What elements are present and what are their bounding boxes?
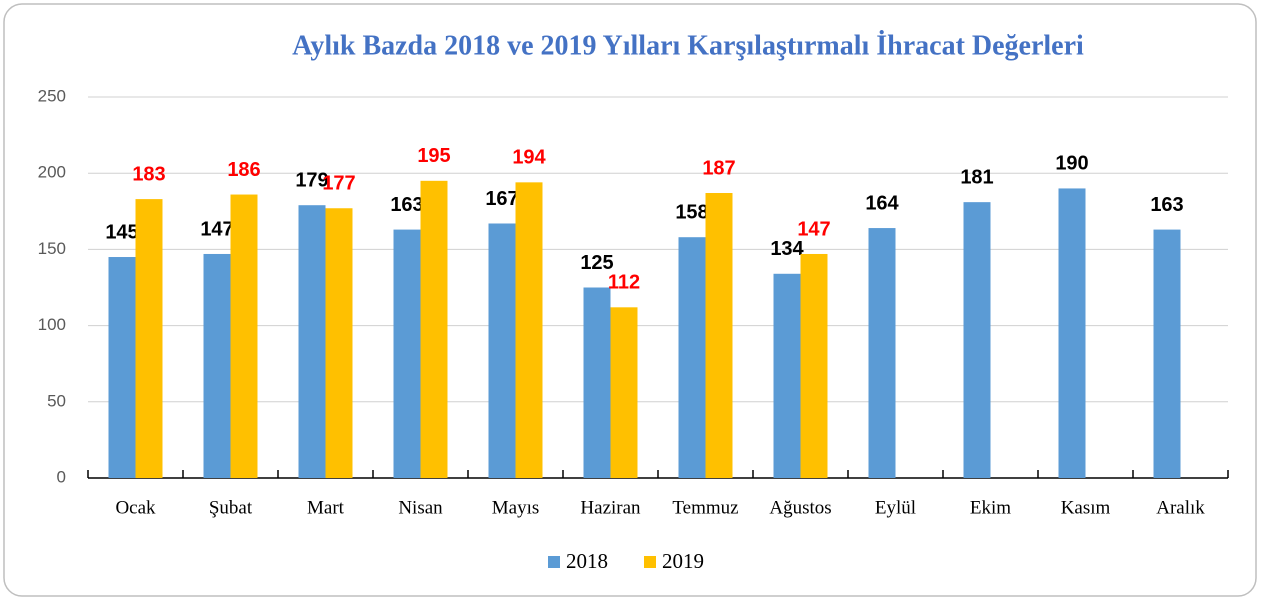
- x-tick-label: Aralık: [1156, 497, 1205, 518]
- bar: [108, 257, 136, 478]
- bar: [583, 287, 611, 478]
- data-label: 147: [797, 218, 830, 240]
- data-label: 145: [105, 221, 138, 243]
- bar: [298, 205, 326, 479]
- data-label: 112: [608, 272, 640, 294]
- y-tick-label: 200: [38, 163, 66, 182]
- bar: [230, 194, 258, 478]
- x-tick-label: Mayıs: [492, 497, 540, 518]
- bar: [393, 229, 421, 478]
- legend-swatch: [644, 556, 656, 568]
- data-label: 186: [227, 159, 260, 181]
- legend-label: 2019: [662, 549, 704, 573]
- data-label: 190: [1055, 153, 1088, 175]
- bar: [488, 223, 516, 478]
- bar: [705, 193, 733, 478]
- bar: [1153, 229, 1181, 478]
- data-label: 177: [322, 173, 355, 195]
- data-label: 187: [702, 157, 735, 179]
- y-tick-label: 100: [38, 315, 66, 334]
- bar: [963, 202, 991, 478]
- bar: [135, 199, 163, 478]
- data-label: 194: [512, 147, 546, 169]
- data-label: 195: [417, 145, 450, 167]
- bar: [800, 253, 828, 478]
- y-tick-label: 50: [47, 391, 66, 410]
- y-tick-label: 250: [38, 86, 66, 105]
- bar: [773, 273, 801, 478]
- x-tick-label: Temmuz: [672, 497, 738, 518]
- x-tick-label: Kasım: [1061, 497, 1111, 518]
- x-tick-label: Ağustos: [769, 497, 831, 518]
- legend-swatch: [548, 556, 560, 568]
- bar: [610, 307, 638, 478]
- chart-title: Aylık Bazda 2018 ve 2019 Yılları Karşıla…: [292, 30, 1084, 61]
- data-label: 183: [132, 163, 165, 185]
- x-tick-label: Eylül: [875, 497, 916, 518]
- data-label: 181: [960, 166, 993, 188]
- x-tick-label: Mart: [307, 497, 345, 518]
- data-label: 163: [1150, 194, 1183, 216]
- y-tick-label: 0: [57, 467, 66, 486]
- x-tick-label: Haziran: [580, 497, 641, 518]
- data-label: 179: [295, 169, 328, 191]
- bar: [203, 253, 231, 478]
- data-label: 164: [865, 192, 899, 214]
- bar: [868, 228, 896, 478]
- data-label: 167: [485, 188, 518, 210]
- bar: [515, 182, 543, 478]
- data-label: 134: [770, 238, 804, 260]
- data-label: 147: [200, 218, 233, 240]
- legend-label: 2018: [566, 549, 608, 573]
- x-tick-label: Şubat: [209, 497, 253, 518]
- x-tick-label: Ekim: [970, 497, 1011, 518]
- x-tick-label: Ocak: [115, 497, 156, 518]
- data-label: 158: [675, 201, 708, 223]
- data-label: 125: [580, 252, 613, 274]
- bar: [420, 180, 448, 478]
- data-label: 163: [390, 194, 423, 216]
- bar: [1058, 188, 1086, 478]
- bar: [325, 208, 353, 478]
- x-tick-label: Nisan: [398, 497, 443, 518]
- bar: [678, 237, 706, 478]
- y-tick-label: 150: [38, 239, 66, 258]
